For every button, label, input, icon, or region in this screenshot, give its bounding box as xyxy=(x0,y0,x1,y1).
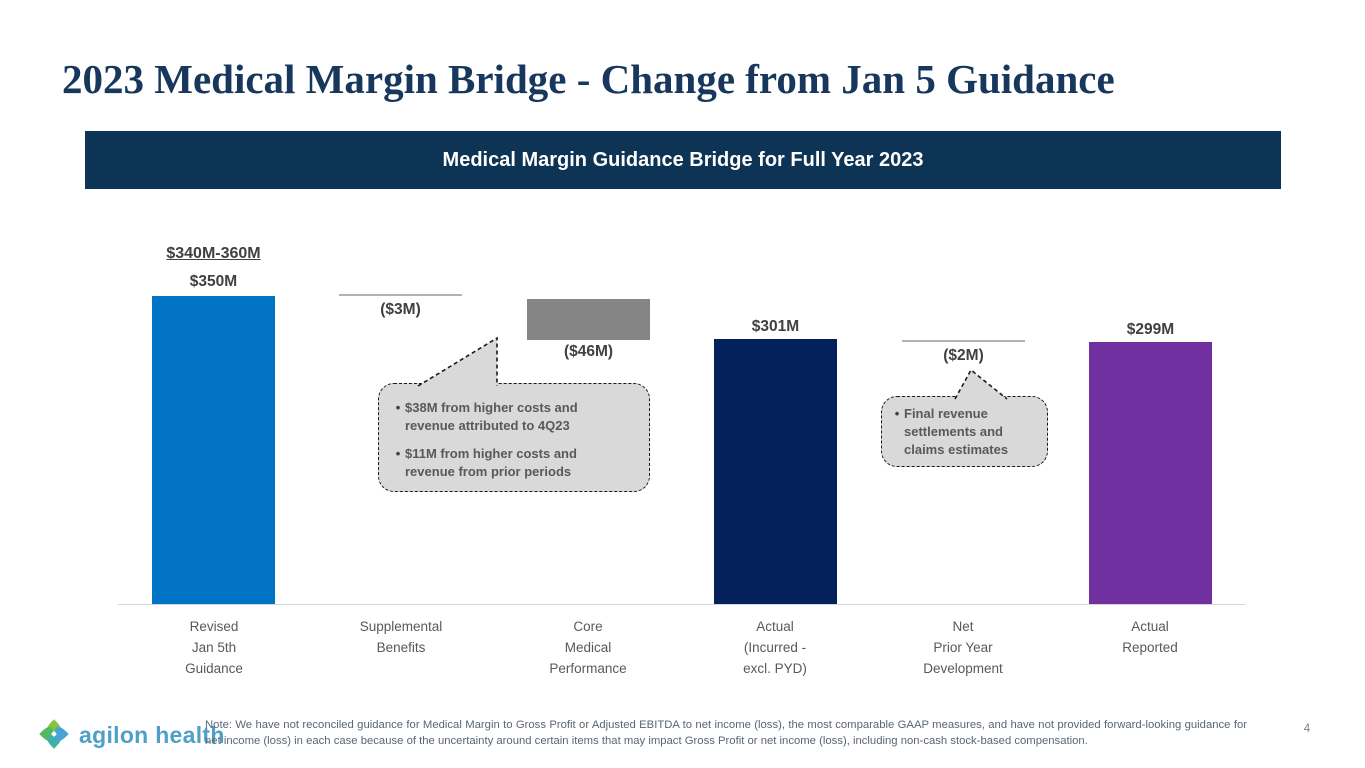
x-axis-baseline xyxy=(118,604,1246,605)
axis-label-revised-guidance: Revised Jan 5th Guidance xyxy=(185,619,243,676)
callout-tail-core-medical xyxy=(417,336,498,387)
value-label-actual-reported: $299M xyxy=(1126,321,1175,338)
axis-label-actual-reported: Actual Reported xyxy=(1122,619,1178,655)
bar-actual-incurred xyxy=(714,339,837,604)
value-label-net-prior-year-development: ($2M) xyxy=(943,347,984,364)
chart-banner: Medical Margin Guidance Bridge for Full … xyxy=(85,131,1281,189)
axis-label-supplemental-benefits: Supplemental Benefits xyxy=(359,619,443,655)
bullet-icon: • xyxy=(395,446,401,461)
axis-label-core-medical-performance: Core Medical Performance xyxy=(549,619,627,676)
value-label-core-medical-performance: ($46M) xyxy=(563,343,614,360)
axis-label-actual-incurred: Actual (Incurred - excl. PYD) xyxy=(743,619,807,676)
callout-core-medical-performance: • $38M from higher costs and revenue att… xyxy=(378,383,650,492)
connector-net-prior-year-development xyxy=(902,340,1025,342)
agilon-clover-icon xyxy=(39,719,69,749)
value-label-supplemental-benefits: ($3M) xyxy=(380,301,421,318)
callout-bullet-final-settlements: Final revenue settlements and claims est… xyxy=(904,406,1009,457)
bullet-icon: • xyxy=(894,406,900,421)
value-label-actual-incurred: $301M xyxy=(751,318,800,335)
callout-bullet-4q23: $38M from higher costs and revenue attri… xyxy=(405,400,578,433)
value-label-revised-guidance: $350M xyxy=(189,273,238,290)
bullet-icon: • xyxy=(395,400,401,415)
connector-supplemental-benefits xyxy=(339,294,462,296)
page-title: 2023 Medical Margin Bridge - Change from… xyxy=(62,56,1115,102)
agilon-logo-text: agilon health xyxy=(79,721,225,748)
callout-bullet-prior-periods: $11M from higher costs and revenue from … xyxy=(405,446,577,479)
agilon-health-logo: agilon health xyxy=(35,712,235,756)
callout-net-prior-year-development: • Final revenue settlements and claims e… xyxy=(881,396,1048,467)
chart-banner-title: Medical Margin Guidance Bridge for Full … xyxy=(442,148,924,171)
bar-core-medical-performance xyxy=(527,299,650,340)
bar-revised-jan5-guidance xyxy=(152,296,275,604)
axis-label-net-prior-year-development: Net Prior Year Development xyxy=(923,619,1003,676)
range-label-revised-guidance: $340M-360M xyxy=(166,245,261,262)
page-number: 4 xyxy=(1303,723,1311,735)
footnote-text: Note: We have not reconciled guidance fo… xyxy=(205,719,1247,747)
bar-actual-reported xyxy=(1089,342,1212,604)
